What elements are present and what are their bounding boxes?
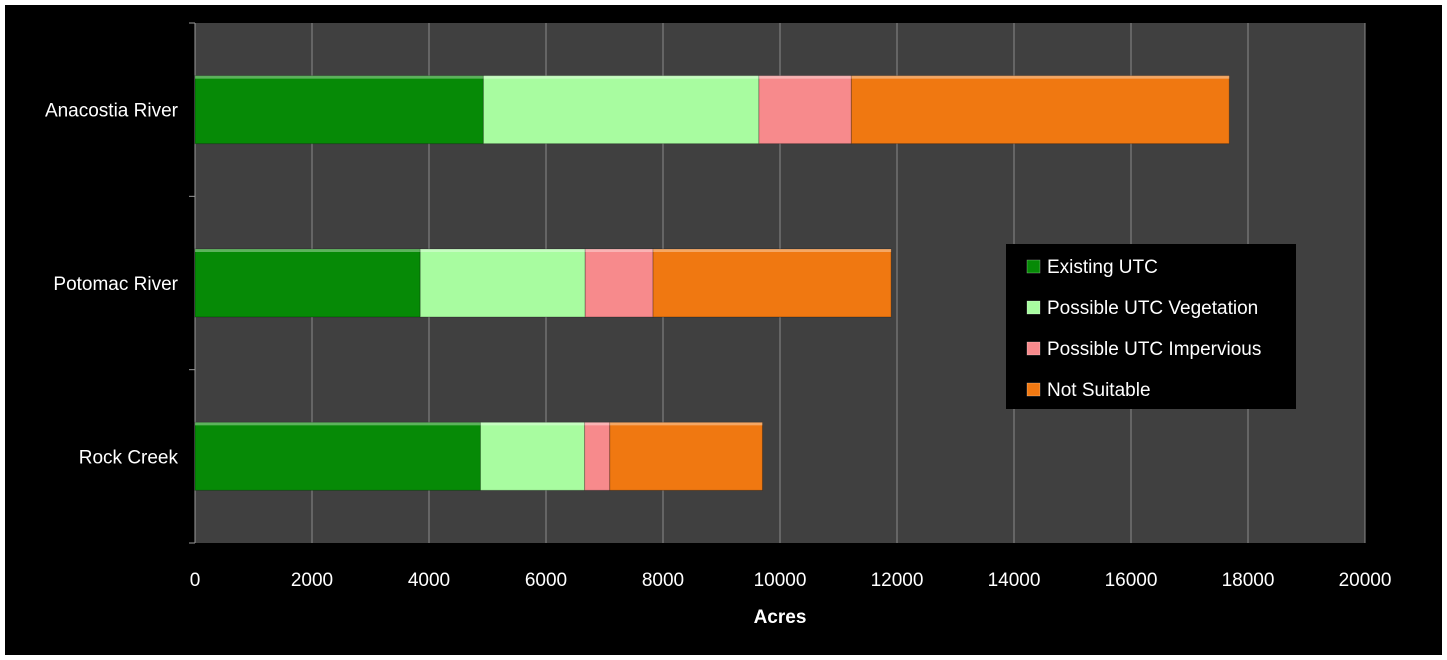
x-tick-label: 14000 [988, 570, 1041, 591]
x-tick-label: 12000 [871, 570, 924, 591]
bar-highlight [758, 75, 852, 79]
x-tick-label: 18000 [1222, 570, 1275, 591]
legend-label: Possible UTC Vegetation [1047, 298, 1258, 319]
x-tick-label: 20000 [1339, 570, 1392, 591]
bar-highlight [483, 75, 759, 79]
x-tick-label: 6000 [525, 570, 567, 591]
category-label: Anacostia River [45, 101, 179, 122]
legend: Existing UTC Possible UTC Vegetation Possi… [1006, 244, 1296, 409]
legend-label: Not Suitable [1047, 380, 1151, 401]
x-tick-label: 4000 [408, 570, 450, 591]
x-tick-label: 10000 [754, 570, 807, 591]
legend-label: Existing UTC [1047, 257, 1158, 278]
bar-highlight [851, 75, 1230, 79]
bar-highlight [195, 422, 481, 426]
x-tick-label: 16000 [1105, 570, 1158, 591]
bar-segment [850, 75, 1230, 145]
legend-label: Possible UTC Impervious [1047, 339, 1261, 360]
x-tick-label: 2000 [291, 570, 333, 591]
legend-box [1006, 244, 1296, 409]
bar-segment [609, 421, 763, 491]
legend-swatch [1026, 341, 1041, 356]
x-tick-label: 0 [190, 570, 201, 591]
legend-swatch [1026, 300, 1041, 315]
bar-segment [758, 75, 852, 145]
category-labels: Anacostia River Potomac River Rock Creek [45, 101, 179, 469]
bar-highlight [584, 422, 610, 426]
bar-highlight [653, 249, 892, 252]
bar-highlight [609, 422, 763, 426]
bar-segment [194, 248, 421, 318]
bar-highlight [585, 249, 654, 252]
bar-highlight [420, 249, 586, 252]
legend-swatch [1026, 259, 1041, 274]
axes [189, 22, 196, 544]
bar-segment [194, 421, 481, 491]
bar-segment [584, 248, 654, 318]
bars [194, 75, 1230, 491]
bar-highlight [480, 422, 585, 426]
x-tick-label: 8000 [642, 570, 684, 591]
bar-highlight [195, 249, 421, 252]
bar-segment [194, 75, 484, 145]
bar-segment [584, 421, 611, 491]
bar-segment [482, 75, 760, 145]
chart-frame: 0 2000 4000 6000 8000 10000 12000 14000 16000 180… [5, 5, 1442, 655]
bar-segment [479, 421, 586, 491]
bar-segment [419, 248, 586, 318]
bar-segment [652, 248, 892, 318]
x-tick-labels: 0 2000 4000 6000 8000 10000 12000 14000 16000 180… [190, 570, 1392, 591]
category-label: Rock Creek [79, 447, 179, 468]
x-axis-title: Acres [754, 607, 807, 628]
legend-swatch [1026, 382, 1041, 397]
category-label: Potomac River [53, 274, 178, 295]
stacked-bar-chart: 0 2000 4000 6000 8000 10000 12000 14000 16000 180… [45, 22, 1392, 628]
bar-highlight [195, 75, 484, 79]
